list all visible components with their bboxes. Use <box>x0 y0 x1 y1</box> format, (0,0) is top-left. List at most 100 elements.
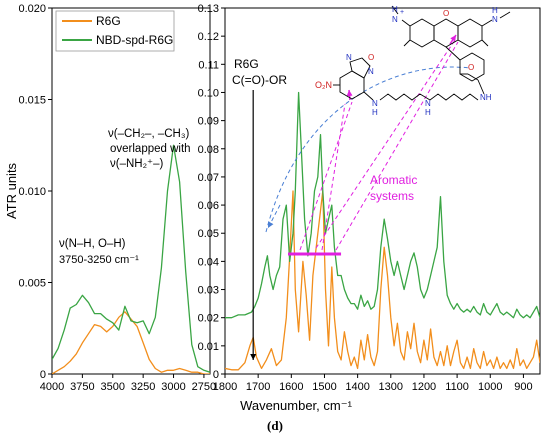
methyl-left <box>403 39 411 47</box>
annotation-nh-oh-line1: ν(N–H, O–H) <box>59 238 126 250</box>
label-nh-mid-h: H <box>425 108 431 117</box>
right-y-tick-label: 0.04 <box>198 256 219 268</box>
left-y-tick-label: 0.015 <box>18 95 46 107</box>
label-nh-right: NH <box>480 93 492 102</box>
label-nitro: O₂N <box>315 80 332 90</box>
phenyl-link-bond <box>445 46 461 61</box>
label-n-right: N <box>492 15 498 24</box>
left-annotations: ν(–CH₂–, –CH₃) overlapped with ν(–NH₂⁺–)… <box>59 128 191 266</box>
ethylamine-right-bond <box>481 19 493 27</box>
right-y-tick-label: 0.09 <box>198 116 219 128</box>
left-y-tick-label: 0 <box>40 369 46 381</box>
right-x-tick-label: 900 <box>514 381 532 393</box>
carbonyl-bond <box>467 73 479 81</box>
label-n-right-h: H <box>492 6 498 15</box>
right-y-tick-label: 0.13 <box>198 3 219 15</box>
left-y-tick-label: 0.010 <box>18 186 46 198</box>
left-series-nbd-spd-r6g-line <box>52 144 210 373</box>
dashed-blue-arrow-tip <box>267 204 281 229</box>
right-plot-frame <box>224 7 541 375</box>
left-y-axis-label: ATR units <box>4 162 19 219</box>
right-series-lines <box>225 91 540 371</box>
right-y-tick-label: 0.05 <box>198 228 219 240</box>
annotation-aromatic-line1: Aromatic <box>370 173 417 187</box>
dashed-magenta-line-4 <box>321 103 346 251</box>
annotation-ch-stretch-line1: ν(–CH₂–, –CH₃) <box>108 128 190 140</box>
right-y-axis: 0 0.01 0.02 0.03 0.04 0.05 0.06 0.07 0.08 0.09 0.1… <box>198 3 225 381</box>
nbd-spd-r6g-structure <box>333 5 511 101</box>
label-n-plus-h: H <box>392 5 398 14</box>
right-y-tick-label: 0.02 <box>198 313 219 325</box>
right-x-tick-label: 1300 <box>379 381 403 393</box>
right-y-tick-label: 0.06 <box>198 200 219 212</box>
right-y-tick-label: 0.11 <box>198 59 219 71</box>
label-nh-left: N <box>372 99 378 108</box>
magenta-arrow-nbd <box>346 89 353 101</box>
figure-caption: (d) <box>267 418 283 433</box>
left-y-tick-label: 0.020 <box>18 3 46 15</box>
ethyl-right <box>499 11 511 19</box>
spermidine-chain <box>379 93 479 101</box>
right-series-r6g-line <box>225 190 540 371</box>
label-plus: + <box>400 9 404 16</box>
right-y-tick-label: 0.12 <box>198 31 219 43</box>
right-x-axis: 1800 1700 1600 1500 1400 1300 1200 1100 1000 900 <box>213 374 533 393</box>
amide-bond <box>477 79 485 95</box>
annotation-ch-stretch-line3: ν(–NH₂⁺–) <box>110 158 164 170</box>
right-x-tick-label: 1000 <box>478 381 502 393</box>
label-n-bottom: N <box>368 67 374 76</box>
label-nh-left-h: H <box>372 108 378 117</box>
left-y-tick-label: 0.005 <box>18 278 46 290</box>
legend-label-nbd: NBD-spd-R6G <box>96 33 173 47</box>
annotation-r6g-line2: C(=O)-OR <box>232 73 287 87</box>
right-y-tick-label: 0.07 <box>198 172 219 184</box>
left-x-tick-label: 3250 <box>131 381 155 393</box>
right-y-tick-label: 0.03 <box>198 285 219 297</box>
right-y-tick-label: 0 <box>213 369 219 381</box>
nbd-amine-bond <box>363 91 374 101</box>
left-series-r6g-line <box>52 311 210 374</box>
label-o-xanthene: O <box>443 9 449 18</box>
label-n-plus: N <box>392 15 398 24</box>
label-n-top: N <box>346 53 352 62</box>
right-y-tick-label: 0.08 <box>198 144 219 156</box>
dashed-magenta-line-2 <box>299 101 353 251</box>
dashed-magenta-line-3 <box>335 41 459 251</box>
label-nh-mid: N <box>425 99 431 108</box>
right-annotations: R6G C(=O)-OR Aromatic systems <box>232 34 471 360</box>
methyl-right <box>481 39 489 47</box>
right-y-tick-label: 0.01 <box>198 341 219 353</box>
ethylamine-left-bond <box>401 19 411 27</box>
legend: R6G NBD-spd-R6G <box>55 10 175 52</box>
structure-labels: O₂N N O N N H N H NH N H + N H O O <box>315 5 498 117</box>
left-y-axis: 0 0.005 0.010 0.015 0.020 <box>18 3 52 381</box>
right-x-tick-label: 1700 <box>246 381 270 393</box>
annotation-nh-oh-line2: 3750-3250 cm⁻¹ <box>59 254 139 266</box>
left-x-axis: 4000 3750 3500 3250 3000 2750 <box>40 374 216 393</box>
nbd-oxadiazole-ring <box>349 57 371 79</box>
annotation-ch-stretch-line2: overlapped with <box>110 143 191 155</box>
left-series-lines <box>52 144 210 374</box>
right-x-tick-label: 1800 <box>213 381 237 393</box>
left-x-tick-label: 3000 <box>161 381 185 393</box>
left-x-tick-label: 3500 <box>101 381 125 393</box>
legend-box <box>55 10 175 52</box>
right-x-tick-label: 1500 <box>312 381 336 393</box>
nbd-benzene-ring <box>339 70 365 100</box>
magenta-arrow-xanthene <box>449 34 457 45</box>
right-x-tick-label: 1400 <box>345 381 369 393</box>
label-o-ring: O <box>368 53 374 62</box>
left-x-tick-label: 4000 <box>40 381 64 393</box>
xanthene-center-ring <box>433 18 459 48</box>
left-x-tick-label: 3750 <box>70 381 94 393</box>
legend-label-r6g: R6G <box>96 14 121 28</box>
right-panel: 0 0.01 0.02 0.03 0.04 0.05 0.06 0.07 0.08 0.09 0.1… <box>198 3 541 413</box>
xanthene-left-ring <box>409 18 435 48</box>
right-y-tick-label: 0.10 <box>198 87 219 99</box>
x-axis-label: Wavenumber, cm⁻¹ <box>240 398 353 413</box>
annotation-aromatic-line2: systems <box>370 189 414 203</box>
label-o-carbonyl: O <box>468 63 474 72</box>
xanthene-right-ring <box>457 18 483 48</box>
